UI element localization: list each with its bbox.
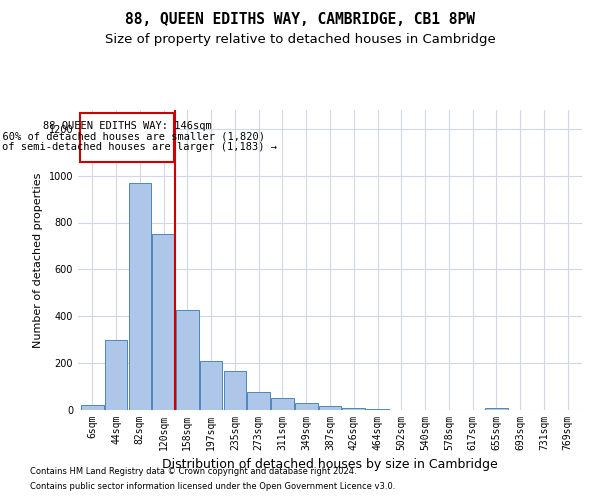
Text: Size of property relative to detached houses in Cambridge: Size of property relative to detached ho… (104, 32, 496, 46)
Bar (247, 392, 270, 410)
Bar (105, 340, 127, 410)
Text: Contains public sector information licensed under the Open Government Licence v3: Contains public sector information licen… (30, 482, 395, 491)
Text: ← 60% of detached houses are smaller (1,820): ← 60% of detached houses are smaller (1,… (0, 132, 265, 141)
Bar (224, 372, 246, 410)
Text: 39% of semi-detached houses are larger (1,183) →: 39% of semi-detached houses are larger (… (0, 142, 277, 152)
Y-axis label: Number of detached properties: Number of detached properties (33, 172, 43, 348)
X-axis label: Distribution of detached houses by size in Cambridge: Distribution of detached houses by size … (162, 458, 498, 471)
Bar (200, 361, 223, 410)
Bar (319, 406, 341, 410)
Text: 88, QUEEN EDITHS WAY, CAMBRIDGE, CB1 8PW: 88, QUEEN EDITHS WAY, CAMBRIDGE, CB1 8PW (125, 12, 475, 28)
Text: Contains HM Land Registry data © Crown copyright and database right 2024.: Contains HM Land Registry data © Crown c… (30, 467, 356, 476)
Bar (176, 310, 199, 410)
Bar (343, 408, 365, 410)
Bar (366, 409, 389, 410)
Bar (81, 406, 104, 410)
Bar (152, 234, 175, 410)
Bar (295, 403, 317, 410)
Bar (128, 182, 151, 410)
Bar (485, 408, 508, 410)
Bar (271, 398, 294, 410)
Text: 88 QUEEN EDITHS WAY: 146sqm: 88 QUEEN EDITHS WAY: 146sqm (43, 121, 211, 131)
Bar (80, 113, 174, 162)
